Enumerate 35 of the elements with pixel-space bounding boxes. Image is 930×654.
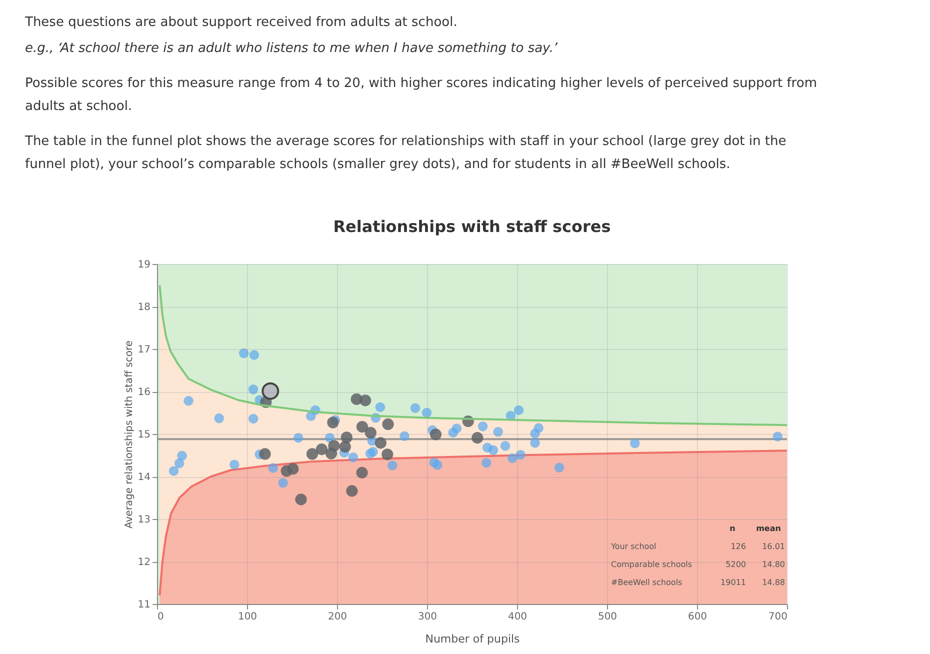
y-tick-label: 13 — [138, 514, 150, 526]
y-tick-label: 16 — [138, 387, 150, 398]
y-tick-label: 11 — [138, 600, 150, 610]
annotation: #BeeWell schools — [611, 578, 682, 587]
annotation: 5200 — [726, 560, 746, 569]
y-tick-label: 14 — [138, 472, 150, 483]
x-tick-label: 500 — [598, 612, 618, 622]
x-tick-label: 200 — [328, 612, 348, 622]
annotation: Your school — [610, 542, 656, 551]
annotation: mean — [756, 524, 782, 533]
y-axis-title: Average relationships with staff score — [124, 340, 135, 529]
x-tick-label: 600 — [688, 612, 708, 622]
text: Possible scores for this measure range from 4 to 20, with higher scores indicating higher levels of perceived support from adults at school. — [25, 76, 817, 114]
annotation: 14.80 — [762, 560, 785, 569]
x-tick-label: 400 — [508, 612, 528, 622]
y-tick-label: 17 — [138, 344, 150, 356]
annotation: 16.01 — [762, 542, 785, 551]
annotation: n — [730, 524, 736, 533]
x-tick-label: 700 — [768, 612, 788, 622]
text: These questions are about support received from adults at school. — [24, 15, 458, 30]
y-tick-label: 12 — [138, 557, 150, 568]
x-tick-label: 100 — [238, 612, 258, 622]
x-tick-label: 0 — [158, 612, 164, 622]
x-axis-title: Number of pupils — [425, 632, 520, 646]
annotation: 14.88 — [762, 578, 785, 587]
y-tick-label: 15 — [138, 430, 150, 440]
text: e.g., ‘At school there is an adult who listens to me when I have something to say.’ — [25, 41, 558, 56]
chart-title: Relationships with staff scores — [333, 217, 611, 236]
text: The table in the funnel plot shows the average scores for relationships with staff in your school (large grey dot in the funnel plot), your school’s comparable schools (smaller grey dots), and for students in all #BeeWell schools. — [24, 134, 786, 172]
x-tick-label: 300 — [418, 612, 438, 622]
annotation: Comparable schools — [611, 560, 692, 569]
annotation: 19011 — [720, 578, 746, 587]
y-tick-label: 18 — [138, 302, 150, 313]
y-tick-label: 19 — [138, 260, 150, 270]
annotation: 126 — [730, 542, 746, 551]
